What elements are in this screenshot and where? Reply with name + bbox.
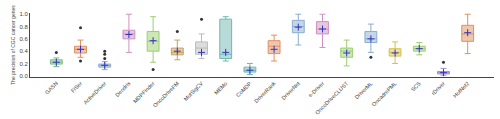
svg-text:OncadrePML: OncadrePML [371,80,398,107]
svg-text:MutSigCV: MutSigCV [182,80,204,102]
svg-text:DriverRank: DriverRank [253,80,277,104]
svg-text:OncoDriveFM: OncoDriveFM [152,80,181,109]
svg-text:0.6: 0.6 [19,36,28,42]
svg-text:MDPFinder: MDPFinder [132,80,156,104]
svg-text:GASN: GASN [44,80,59,95]
svg-text:0.4: 0.4 [19,48,28,54]
svg-text:CoMDP: CoMDP [235,80,253,98]
svg-text:DriverNet: DriverNet [280,80,301,101]
svg-text:SCS: SCS [410,80,422,92]
svg-text:The precision of CGC cancer ge: The precision of CGC cancer genes [10,5,16,85]
svg-text:HotNet2: HotNet2 [452,80,471,99]
svg-text:rDriver: rDriver [430,80,446,96]
svg-text:0.8: 0.8 [19,24,28,30]
svg-text:0.0: 0.0 [19,73,28,79]
svg-text:MEMo: MEMo [213,80,228,95]
svg-text:0.2: 0.2 [19,61,28,67]
svg-text:1.0: 1.0 [19,11,28,17]
svg-text:ActiveDriver: ActiveDriver [82,80,107,105]
svg-text:FiSer: FiSer [70,80,84,94]
svg-text:DriverML: DriverML [354,80,374,100]
svg-text:e-Driver: e-Driver [307,80,325,98]
svg-text:Dendrix: Dendrix [114,80,132,98]
svg-text:OncoDriveCLUST: OncoDriveCLUST [314,80,350,116]
